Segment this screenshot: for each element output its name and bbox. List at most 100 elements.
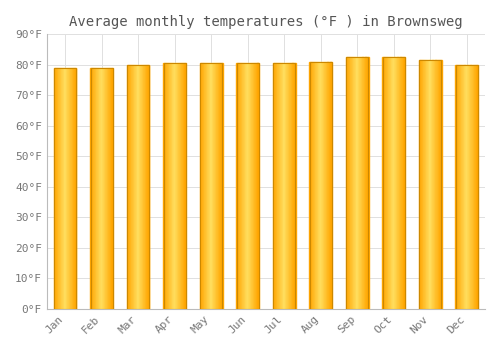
Bar [65, 68, 66, 309]
Bar [476, 65, 478, 309]
Bar [171, 63, 172, 309]
Bar [420, 60, 421, 309]
Bar [204, 63, 205, 309]
Bar [141, 65, 142, 309]
Bar [68, 68, 69, 309]
Bar [396, 57, 397, 309]
Bar [256, 63, 257, 309]
Bar [383, 57, 404, 309]
Title: Average monthly temperatures (°F ) in Brownsweg: Average monthly temperatures (°F ) in Br… [69, 15, 462, 29]
Bar [312, 62, 313, 309]
Bar [390, 57, 392, 309]
Bar [220, 63, 221, 309]
Bar [101, 68, 102, 309]
Bar [457, 65, 458, 309]
Bar [246, 63, 247, 309]
Bar [330, 62, 332, 309]
Bar [221, 63, 222, 309]
Bar [311, 62, 312, 309]
Bar [206, 63, 208, 309]
Bar [212, 63, 214, 309]
Bar [294, 63, 296, 309]
Bar [214, 63, 215, 309]
Bar [395, 57, 396, 309]
Bar [392, 57, 393, 309]
Bar [464, 65, 466, 309]
Bar [205, 63, 206, 309]
Bar [236, 63, 258, 309]
Bar [428, 60, 430, 309]
Bar [166, 63, 167, 309]
Bar [236, 63, 237, 309]
Bar [322, 62, 323, 309]
Bar [164, 63, 165, 309]
Bar [320, 62, 322, 309]
Bar [60, 68, 62, 309]
Bar [430, 60, 431, 309]
Bar [288, 63, 290, 309]
Bar [254, 63, 256, 309]
Bar [69, 68, 70, 309]
Bar [394, 57, 396, 309]
Bar [218, 63, 220, 309]
Bar [202, 63, 203, 309]
Bar [434, 60, 436, 309]
Bar [346, 57, 348, 309]
Bar [349, 57, 350, 309]
Bar [174, 63, 176, 309]
Bar [404, 57, 405, 309]
Bar [185, 63, 186, 309]
Bar [293, 63, 294, 309]
Bar [179, 63, 180, 309]
Bar [132, 65, 133, 309]
Bar [167, 63, 168, 309]
Bar [106, 68, 107, 309]
Bar [352, 57, 354, 309]
Bar [200, 63, 202, 309]
Bar [355, 57, 356, 309]
Bar [200, 63, 222, 309]
Bar [64, 68, 65, 309]
Bar [364, 57, 365, 309]
Bar [313, 62, 314, 309]
Bar [473, 65, 474, 309]
Bar [177, 63, 178, 309]
Bar [72, 68, 74, 309]
Bar [325, 62, 326, 309]
Bar [142, 65, 144, 309]
Bar [348, 57, 349, 309]
Bar [58, 68, 59, 309]
Bar [95, 68, 96, 309]
Bar [400, 57, 402, 309]
Bar [127, 65, 149, 309]
Bar [310, 62, 311, 309]
Bar [421, 60, 422, 309]
Bar [317, 62, 318, 309]
Bar [56, 68, 57, 309]
Bar [90, 68, 112, 309]
Bar [66, 68, 68, 309]
Bar [57, 68, 58, 309]
Bar [456, 65, 477, 309]
Bar [100, 68, 101, 309]
Bar [387, 57, 388, 309]
Bar [168, 63, 170, 309]
Bar [386, 57, 387, 309]
Bar [328, 62, 329, 309]
Bar [456, 65, 457, 309]
Bar [388, 57, 389, 309]
Bar [241, 63, 242, 309]
Bar [75, 68, 76, 309]
Bar [420, 60, 441, 309]
Bar [59, 68, 60, 309]
Bar [436, 60, 437, 309]
Bar [54, 68, 56, 309]
Bar [215, 63, 216, 309]
Bar [432, 60, 434, 309]
Bar [243, 63, 244, 309]
Bar [140, 65, 141, 309]
Bar [144, 65, 145, 309]
Bar [389, 57, 390, 309]
Bar [326, 62, 328, 309]
Bar [458, 65, 459, 309]
